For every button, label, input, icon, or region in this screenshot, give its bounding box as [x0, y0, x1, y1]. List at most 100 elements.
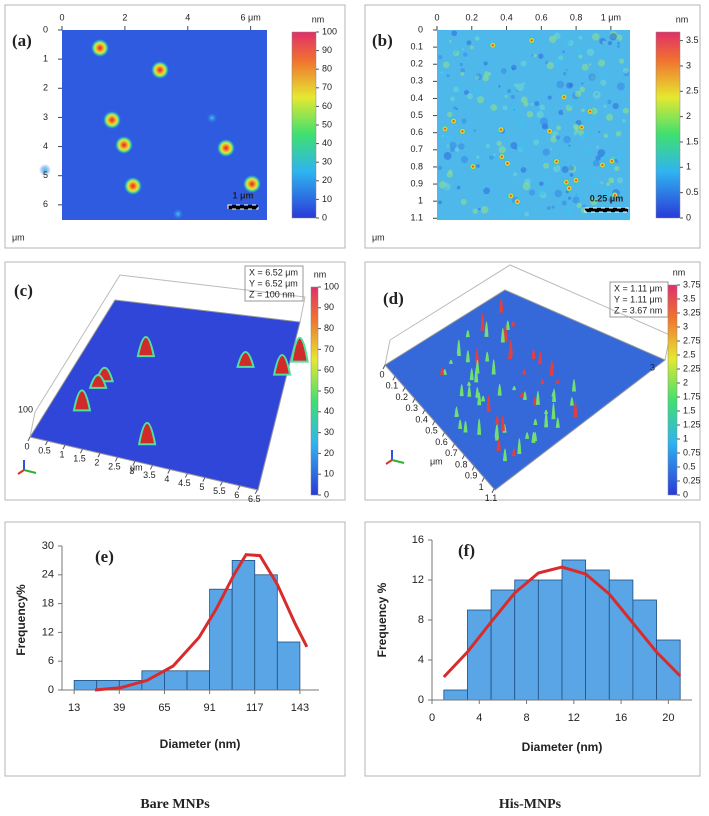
x-tick-label: 13	[68, 702, 80, 714]
texture	[598, 130, 601, 133]
texture	[588, 73, 596, 81]
bar	[73, 680, 98, 691]
peak	[500, 327, 505, 343]
edge-tick	[451, 443, 455, 449]
info-box	[244, 265, 304, 302]
particle	[586, 107, 594, 115]
y-tick-label: 8	[418, 614, 424, 626]
texture	[453, 106, 456, 110]
edge-tick-label: 0.1	[386, 381, 399, 391]
fit-curve	[94, 553, 309, 692]
peak	[533, 431, 538, 442]
texture	[608, 177, 615, 184]
texture	[614, 165, 620, 172]
panel-label: (d)	[383, 289, 404, 308]
texture	[600, 79, 607, 86]
peak	[459, 384, 464, 397]
x-axis-label: Diameter (nm)	[522, 740, 603, 754]
edge-tick-label: 0.5	[425, 426, 438, 436]
texture	[516, 83, 524, 92]
edge-tick	[97, 453, 101, 458]
texture	[470, 45, 474, 50]
panel-frame	[364, 521, 701, 777]
peak	[544, 411, 549, 428]
texture	[511, 67, 515, 71]
colorbar	[667, 284, 678, 496]
texture	[480, 184, 486, 190]
x-tick-label: 6 μm	[241, 12, 261, 22]
texture	[554, 58, 562, 66]
texture	[622, 107, 629, 114]
texture	[568, 82, 574, 88]
texture	[522, 82, 525, 86]
y-tick-label: 4	[418, 654, 424, 666]
surface	[29, 299, 301, 491]
texture	[547, 95, 552, 100]
peak	[137, 421, 157, 446]
peak	[484, 321, 489, 337]
y-tick-label: 0.4	[410, 93, 423, 103]
particle	[489, 41, 497, 49]
texture	[581, 82, 584, 85]
y-tick-label: 0	[43, 24, 48, 34]
texture	[607, 41, 613, 46]
texture	[478, 207, 481, 211]
y-tick-label: 30	[42, 540, 54, 552]
edge-tick-label: 6	[234, 490, 239, 500]
peak	[72, 389, 92, 412]
colorbar-tick-label: 20	[322, 175, 332, 185]
peak	[272, 353, 292, 376]
texture	[453, 86, 459, 93]
y-tick-label: 5	[43, 170, 48, 180]
y-axis-label: Frequency%	[14, 584, 28, 656]
particle	[469, 163, 477, 171]
y-tick-label: 0.1	[410, 41, 423, 51]
peak	[502, 448, 507, 462]
texture	[576, 202, 582, 209]
texture	[460, 71, 465, 76]
afm-image	[62, 30, 267, 220]
edge-tick	[149, 465, 153, 470]
texture	[463, 52, 468, 57]
edge-tick	[114, 457, 118, 462]
peak	[538, 351, 543, 365]
particle	[611, 191, 619, 199]
peak	[517, 438, 522, 455]
texture	[590, 197, 598, 206]
particle	[172, 208, 184, 220]
texture	[453, 48, 459, 54]
peak	[474, 348, 479, 363]
colorbar-tick-label: 20	[324, 448, 334, 458]
edge-tick	[432, 421, 435, 426]
panel-label: (c)	[14, 281, 33, 300]
texture	[493, 153, 496, 157]
caption: Bare MNPs	[140, 797, 210, 812]
peak	[454, 411, 459, 417]
colorbar-tick-label: 100	[324, 281, 339, 291]
peak	[465, 329, 470, 338]
edge-tick-label: 0.2	[396, 392, 409, 402]
scale-bar-label: 1 μm	[232, 190, 253, 200]
texture	[441, 72, 447, 77]
edge-tick-label: 0	[24, 441, 29, 451]
colorbar-tick-label: 40	[322, 138, 332, 148]
texture	[490, 104, 498, 111]
texture	[569, 173, 574, 177]
colorbar-tick-label: 1.25	[683, 419, 701, 429]
texture	[502, 105, 508, 111]
texture	[496, 140, 502, 147]
colorbar-tick-label: 90	[324, 302, 334, 312]
particle	[565, 184, 573, 192]
texture	[512, 172, 518, 177]
peak	[290, 337, 309, 363]
colorbar-tick-label: 10	[322, 194, 332, 204]
texture	[618, 58, 625, 64]
texture	[518, 118, 526, 127]
edge-tick-label: 2.5	[108, 462, 121, 472]
texture	[606, 182, 611, 187]
texture	[564, 38, 571, 45]
edge-tick-label: 0.4	[415, 414, 428, 424]
edge-tick	[27, 436, 31, 442]
particle	[124, 177, 142, 195]
texture	[548, 35, 557, 43]
